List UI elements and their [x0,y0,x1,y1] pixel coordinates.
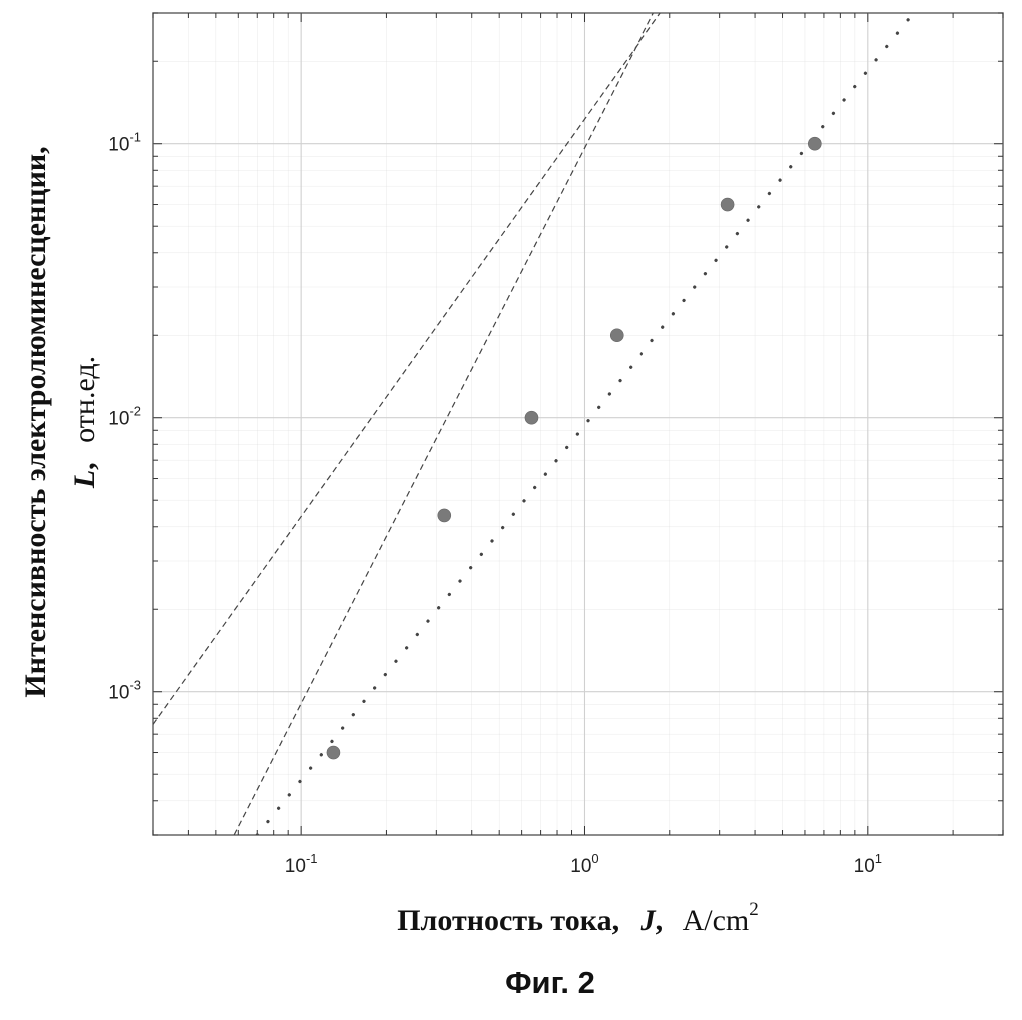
data-points [327,137,821,759]
x-tick-label: 10-1 [285,851,318,877]
y-axis-separator: , [68,462,101,470]
data-point [438,509,451,522]
x-axis-separator: , [656,904,664,937]
x-axis-unit-exponent: 2 [749,899,759,920]
x-tick-labels: 10-1 100 101 [285,851,882,877]
y-axis-title-line1: Интенсивность электролюминесценции, [19,146,52,697]
x-axis-label-text: Плотность тока, [397,904,619,937]
y-axis-symbol: L [68,470,101,489]
data-point [610,329,623,342]
y-tick-label: 10-1 [108,130,141,156]
grid [153,13,1003,835]
y-axis-title-line2: L, отн.ед. [68,356,101,489]
axis-ticks [153,13,1003,835]
x-axis-symbol: J [640,904,657,937]
dotted-fit-line [257,13,913,835]
x-axis-unit: A/cm [683,904,750,937]
y-tick-label: 10-3 [108,678,141,704]
y-axis-unit: отн.ед. [68,356,101,443]
data-point [808,137,821,150]
data-point [327,746,340,759]
x-tick-label: 101 [854,851,882,877]
dashed-fit-line [234,13,653,835]
x-axis-title: Плотность тока, J, A/cm2 [397,899,759,937]
data-point [721,198,734,211]
x-tick-label: 100 [570,851,598,877]
plot-frame [153,13,1003,835]
y-tick-label: 10-2 [108,404,141,430]
y-tick-labels: 10-3 10-2 10-1 [108,130,141,704]
data-point [525,411,538,424]
figure-caption: Фиг. 2 [505,965,595,1000]
